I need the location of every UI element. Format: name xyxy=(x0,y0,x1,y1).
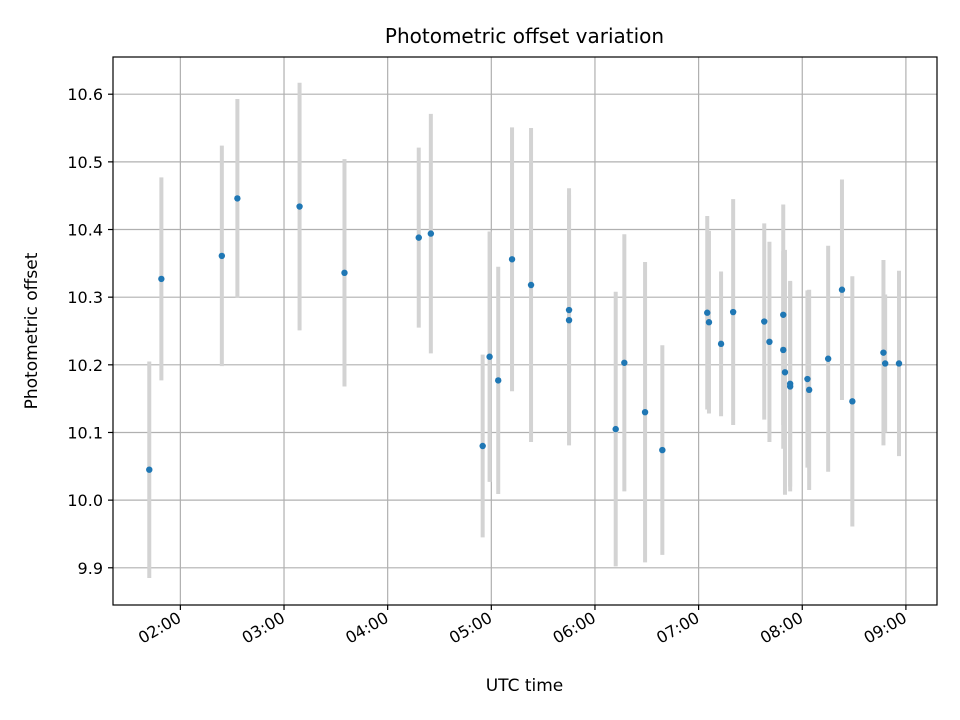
chart-title: Photometric offset variation xyxy=(385,24,664,48)
data-point xyxy=(804,375,811,383)
data-point xyxy=(341,269,348,277)
data-point xyxy=(895,360,903,367)
data-point xyxy=(880,349,887,356)
data-point xyxy=(705,319,713,326)
y-tick-label: 10.6 xyxy=(67,85,103,104)
data-point xyxy=(659,446,666,454)
data-point xyxy=(838,286,846,293)
y-tick-label: 10.2 xyxy=(67,356,103,375)
data-point xyxy=(146,466,153,473)
data-point xyxy=(780,346,787,354)
y-tick-label: 10.1 xyxy=(67,423,103,442)
data-point xyxy=(218,252,226,260)
data-point xyxy=(479,442,486,450)
data-point xyxy=(849,398,856,405)
data-point xyxy=(427,230,435,237)
y-axis: 9.9 10.0 10.1 10.2 10.3 10.4 10.5 10.6 xyxy=(67,85,113,578)
data-point xyxy=(565,306,573,314)
data-point xyxy=(729,308,737,316)
plot-frame xyxy=(112,56,938,606)
y-tick-label: 10.5 xyxy=(67,153,103,172)
data-point xyxy=(234,195,241,202)
data-point xyxy=(717,340,725,348)
data-point xyxy=(495,377,502,384)
x-axis-label: UTC time xyxy=(486,676,564,696)
point-layer xyxy=(146,195,903,473)
data-point xyxy=(766,338,773,346)
data-point xyxy=(527,281,535,289)
data-point xyxy=(641,408,649,416)
data-point xyxy=(881,360,889,367)
data-point xyxy=(761,318,768,325)
data-point xyxy=(805,386,813,394)
data-point xyxy=(508,256,516,263)
data-point xyxy=(415,234,422,241)
data-point xyxy=(621,359,628,366)
data-point xyxy=(781,369,789,376)
y-tick-label: 10.0 xyxy=(67,491,103,510)
data-point xyxy=(704,309,711,316)
data-point xyxy=(786,383,794,390)
y-tick-label: 10.4 xyxy=(67,221,103,240)
data-point xyxy=(158,275,165,283)
data-point xyxy=(486,353,493,360)
y-tick-label: 10.3 xyxy=(67,288,103,307)
data-point xyxy=(612,425,619,433)
y-tick-label: 9.9 xyxy=(78,559,103,578)
data-point xyxy=(824,355,832,362)
y-axis-label: Photometric offset xyxy=(22,252,42,409)
data-point xyxy=(296,203,303,210)
data-point xyxy=(565,316,573,324)
data-point xyxy=(780,311,787,318)
grid-layer xyxy=(113,57,937,605)
